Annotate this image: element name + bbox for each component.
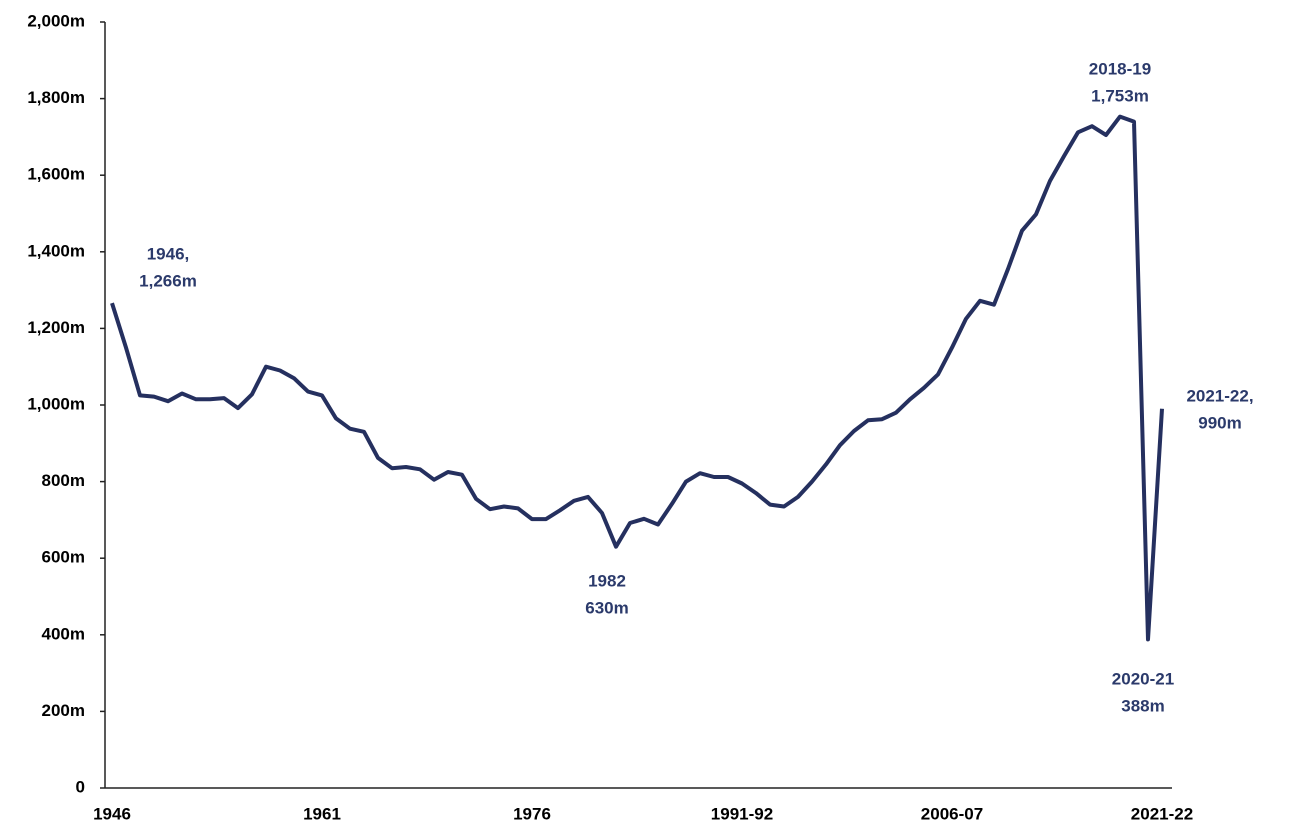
y-tick-label: 600m bbox=[42, 548, 85, 567]
y-tick-label: 2,000m bbox=[27, 11, 85, 30]
x-tick-label: 1961 bbox=[303, 804, 341, 823]
annotation: 630m bbox=[585, 598, 628, 617]
data-line bbox=[110, 114, 1164, 642]
annotation: 1946, bbox=[147, 244, 190, 263]
y-tick-label: 1,400m bbox=[27, 241, 85, 260]
y-tick-label: 200m bbox=[42, 701, 85, 720]
y-tick-label: 800m bbox=[42, 471, 85, 490]
x-tick-label: 2021-22 bbox=[1131, 804, 1193, 823]
annotation: 2021-22, bbox=[1186, 386, 1253, 405]
y-tick-label: 1,200m bbox=[27, 318, 85, 337]
y-tick-label: 0 bbox=[76, 777, 85, 796]
annotation: 1,753m bbox=[1091, 86, 1149, 105]
x-tick-label: 1946 bbox=[93, 804, 131, 823]
annotation: 1,266m bbox=[139, 271, 197, 290]
x-tick-label: 1991-92 bbox=[711, 804, 773, 823]
y-tick-label: 1,800m bbox=[27, 88, 85, 107]
x-tick-label: 2006-07 bbox=[921, 804, 983, 823]
y-tick-label: 400m bbox=[42, 624, 85, 643]
annotation: 990m bbox=[1198, 413, 1241, 432]
annotation: 2018-19 bbox=[1089, 59, 1151, 78]
y-tick-label: 1,000m bbox=[27, 394, 85, 413]
x-tick-label: 1976 bbox=[513, 804, 551, 823]
annotation: 2020-21 bbox=[1112, 669, 1174, 688]
annotation: 388m bbox=[1121, 696, 1164, 715]
annotation: 1982 bbox=[588, 571, 626, 590]
y-tick-label: 1,600m bbox=[27, 165, 85, 184]
